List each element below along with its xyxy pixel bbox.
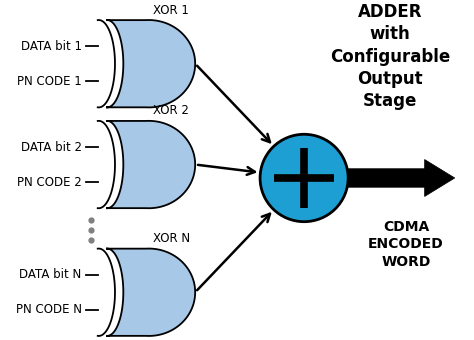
Text: DATA bit N: DATA bit N	[19, 268, 82, 281]
Text: XOR N: XOR N	[154, 232, 191, 245]
Text: CDMA
ENCODED
WORD: CDMA ENCODED WORD	[368, 220, 444, 269]
Text: XOR 1: XOR 1	[154, 4, 189, 17]
Polygon shape	[106, 121, 195, 208]
Text: XOR 2: XOR 2	[154, 104, 189, 118]
Polygon shape	[348, 159, 455, 197]
Text: DATA bit 2: DATA bit 2	[20, 140, 82, 154]
Text: PN CODE 2: PN CODE 2	[17, 175, 82, 188]
Text: PN CODE N: PN CODE N	[16, 303, 82, 316]
Text: PN CODE 1: PN CODE 1	[17, 75, 82, 88]
Polygon shape	[106, 249, 195, 336]
Text: ADDER
with
Configurable
Output
Stage: ADDER with Configurable Output Stage	[330, 3, 450, 110]
Text: DATA bit 1: DATA bit 1	[20, 40, 82, 53]
Ellipse shape	[260, 134, 348, 222]
Polygon shape	[106, 20, 195, 107]
